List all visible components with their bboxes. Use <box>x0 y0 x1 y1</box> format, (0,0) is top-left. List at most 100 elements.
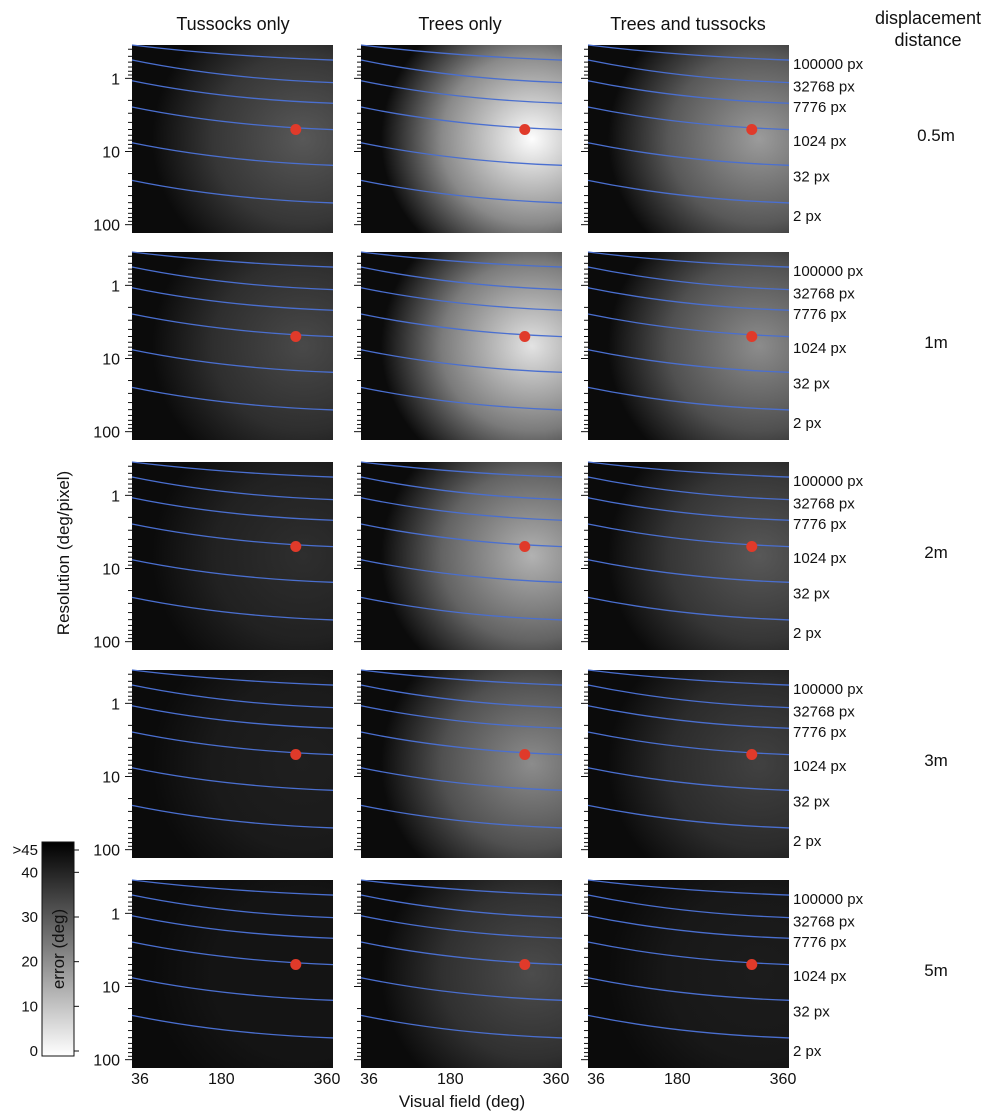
pixel-count-line <box>360 349 563 373</box>
colorbar-label: error (deg) <box>49 909 68 989</box>
pixel-count-line <box>360 669 563 686</box>
pixel-count-line <box>131 349 334 373</box>
x-axes: 36 180 360 36 180 360 36 180 360 <box>131 1071 796 1088</box>
pixel-count-line <box>131 559 334 583</box>
panel-2-2 <box>581 461 790 650</box>
pixel-count-line <box>131 80 334 104</box>
pixel-count-line <box>587 684 790 709</box>
pixel-count-line <box>587 266 790 291</box>
pixel-count-label: 32768 px <box>793 78 855 95</box>
panel-grid <box>125 44 790 1068</box>
colorbar-tick-label: 30 <box>21 909 38 926</box>
panel-0-0 <box>125 44 334 233</box>
pixel-count-line <box>360 497 563 521</box>
row-label: 0.5m <box>917 126 955 145</box>
panel-1-0 <box>125 251 334 440</box>
error-field <box>361 462 562 650</box>
pixel-count-line <box>360 251 563 268</box>
y-axis-ticks <box>354 883 361 1061</box>
pixel-count-line <box>131 977 334 1001</box>
pixel-count-line <box>587 731 790 756</box>
pixel-count-line <box>360 266 563 291</box>
pixel-count-line <box>587 313 790 338</box>
pixel-count-line <box>587 59 790 84</box>
row-label: 2m <box>924 543 948 562</box>
pixel-count-line <box>360 879 563 896</box>
pixel-count-line <box>131 497 334 521</box>
y-axis-ticks <box>581 48 588 226</box>
y-tick-label: 1 <box>111 488 120 505</box>
pixel-count-line <box>587 1014 790 1039</box>
panel-3-1 <box>354 669 563 858</box>
y-axis-ticks <box>125 48 132 226</box>
pixel-count-line <box>131 461 334 478</box>
pixel-count-line <box>587 461 790 478</box>
pixel-count-line <box>587 669 790 686</box>
pixel-count-label: 7776 px <box>793 724 847 741</box>
column-title-trees-tussocks: Trees and tussocks <box>610 14 765 34</box>
pixel-count-line <box>360 596 563 621</box>
pixel-count-line <box>587 941 790 966</box>
pixel-count-line <box>360 705 563 729</box>
marker-point <box>746 958 758 970</box>
row-label: 1m <box>924 333 948 352</box>
y-tick-label: 10 <box>102 562 120 579</box>
row-header-word: distance <box>894 30 961 50</box>
pixel-count-line <box>131 313 334 338</box>
column-title-tussocks: Tussocks only <box>176 14 289 34</box>
panel-1-1 <box>354 251 563 440</box>
marker-point <box>290 123 302 135</box>
pixel-count-line <box>587 80 790 104</box>
marker-point <box>519 123 531 135</box>
pixel-count-line <box>360 1014 563 1039</box>
error-field <box>132 670 333 858</box>
pixel-count-label: 7776 px <box>793 516 847 533</box>
column-title-trees: Trees only <box>418 14 501 34</box>
pixel-count-label: 2 px <box>793 1043 822 1060</box>
pixel-count-label: 2 px <box>793 833 822 850</box>
y-tick-label: 10 <box>102 770 120 787</box>
row-label: 5m <box>924 961 948 980</box>
pixel-count-label: 7776 px <box>793 934 847 951</box>
y-axis-ticks <box>581 883 588 1061</box>
colorbar: error (deg) 0 10 20 30 40 >45 <box>13 841 79 1060</box>
pixel-count-line <box>360 894 563 919</box>
pixel-count-line <box>587 523 790 548</box>
pixel-count-line <box>360 313 563 338</box>
y-tick-label: 100 <box>93 635 120 652</box>
pixel-count-label: 32 px <box>793 586 830 603</box>
pixel-count-line <box>587 287 790 311</box>
error-field <box>588 462 789 650</box>
pixel-count-line <box>131 731 334 756</box>
pixel-count-label: 32 px <box>793 376 830 393</box>
panel-3-0 <box>125 669 334 858</box>
pixel-count-line <box>131 894 334 919</box>
y-axis-ticks <box>354 673 361 851</box>
pixel-count-line <box>587 767 790 791</box>
marker-point <box>746 540 758 552</box>
y-axis-ticks <box>581 465 588 643</box>
pixel-count-line <box>587 44 790 61</box>
pixel-count-line <box>587 106 790 131</box>
x-tick-label: 180 <box>208 1071 235 1088</box>
panel-2-0 <box>125 461 334 650</box>
pixel-count-line <box>360 287 563 311</box>
pixel-count-line <box>131 179 334 204</box>
pixel-count-line <box>587 251 790 268</box>
pixel-count-line <box>587 386 790 411</box>
pixel-count-label: 32768 px <box>793 495 855 512</box>
x-tick-label: 36 <box>360 1071 378 1088</box>
pixel-count-line <box>131 251 334 268</box>
x-tick-label: 180 <box>664 1071 691 1088</box>
row-label: 3m <box>924 751 948 770</box>
error-field <box>132 252 333 440</box>
pixel-count-label: 100000 px <box>793 681 864 698</box>
y-tick-label: 100 <box>93 218 120 235</box>
row-header: displacement distance <box>875 8 981 50</box>
pixel-count-label: 100000 px <box>793 263 864 280</box>
x-tick-label: 180 <box>437 1071 464 1088</box>
pixel-count-line <box>131 266 334 291</box>
row-labels: 0.5m 1m 2m 3m 5m <box>917 126 955 980</box>
error-field <box>132 462 333 650</box>
pixel-count-label: 7776 px <box>793 99 847 116</box>
